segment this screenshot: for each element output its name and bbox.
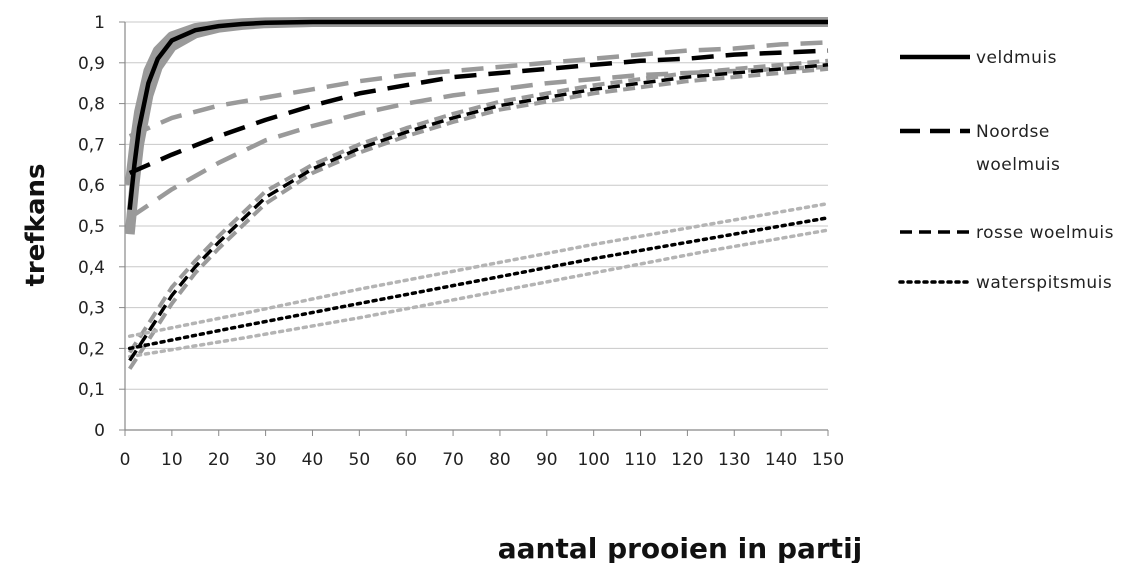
axes: [119, 21, 829, 436]
y-tick-label: 0,7: [78, 135, 105, 155]
confidence-band-upper: [127, 201, 830, 338]
y-tick-label: 0,1: [78, 380, 105, 400]
x-tick-label: 100: [577, 450, 609, 470]
x-axis-label: aantal prooien in partij: [498, 532, 863, 563]
y-tick-label: 0,4: [78, 258, 105, 278]
x-tick-label: 40: [302, 450, 324, 470]
x-tick-label: 30: [255, 450, 277, 470]
series-line: [127, 216, 830, 351]
x-tick-label: 110: [624, 450, 656, 470]
confidence-band-upper: [128, 40, 829, 139]
x-tick-label: 150: [812, 450, 844, 470]
y-tick-label: 0,5: [78, 217, 105, 237]
x-tick-label: 70: [442, 450, 464, 470]
x-tick-label: 10: [161, 450, 183, 470]
x-tick-label: 50: [349, 450, 371, 470]
x-tick-label: 60: [395, 450, 417, 470]
legend-label: veldmuis: [976, 48, 1057, 68]
confidence-band-lower: [127, 228, 830, 359]
legend: veldmuis Noordse woelmuis rosse woelmuis wat…: [898, 48, 1114, 293]
x-tick-label: 0: [120, 450, 131, 470]
legend-label: rosse woelmuis: [976, 223, 1114, 243]
y-tick-label: 0,8: [78, 95, 105, 115]
x-tick-label: 130: [718, 450, 750, 470]
legend-label-line: Noordse: [976, 122, 1050, 142]
x-tick-label: 20: [208, 450, 230, 470]
y-tick-label: 0,6: [78, 176, 105, 196]
y-tick-label: 0,9: [78, 54, 105, 74]
x-tick-label: 90: [536, 450, 558, 470]
series-lines: [127, 19, 830, 362]
series-line: [127, 19, 828, 210]
confidence-band-lower: [128, 64, 829, 220]
series-line: [128, 63, 829, 362]
legend-label: waterspitsmuis: [976, 273, 1112, 293]
series-line: [128, 48, 829, 176]
y-tick-label: 0: [94, 421, 105, 441]
confidence-band-lower: [124, 17, 828, 235]
y-axis-label: trefkans: [21, 163, 51, 286]
tick-labels: 00,10,20,30,40,50,60,70,80,910 10 20 30 40 50…: [78, 13, 844, 470]
y-tick-label: 0,2: [78, 339, 105, 359]
legend-label: Noordse woelmuis: [976, 122, 1060, 175]
legend-label-line: woelmuis: [976, 155, 1060, 175]
x-tick-label: 80: [489, 450, 511, 470]
x-tick-label: 140: [765, 450, 797, 470]
y-tick-label: 1: [94, 13, 105, 33]
y-tick-label: 0,3: [78, 299, 105, 319]
x-tick-label: 120: [671, 450, 703, 470]
confidence-band-lower: [128, 66, 829, 370]
